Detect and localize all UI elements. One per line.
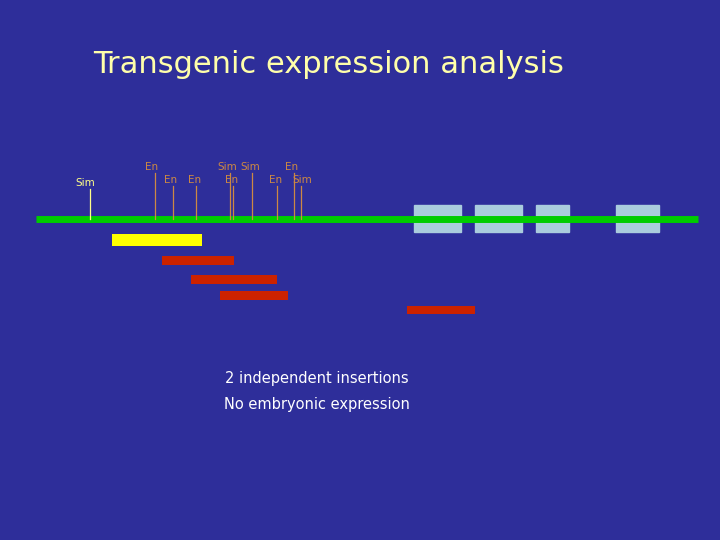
Text: 2 independent insertions: 2 independent insertions <box>225 370 409 386</box>
Bar <box>536 205 569 232</box>
Text: Sim: Sim <box>217 161 238 172</box>
Text: En: En <box>225 174 238 185</box>
Text: Sim: Sim <box>75 178 95 188</box>
Text: Transgenic expression analysis: Transgenic expression analysis <box>94 50 564 79</box>
Bar <box>616 205 659 232</box>
Bar <box>407 306 475 314</box>
Bar <box>220 291 288 300</box>
Text: En: En <box>285 161 298 172</box>
Text: No embryonic expression: No embryonic expression <box>224 397 410 413</box>
Text: En: En <box>145 161 158 172</box>
Bar <box>191 275 277 284</box>
Bar <box>112 234 202 246</box>
Text: En: En <box>164 174 177 185</box>
Text: En: En <box>269 174 282 185</box>
Text: Sim: Sim <box>292 174 312 185</box>
Bar <box>475 205 522 232</box>
Text: En: En <box>188 174 201 185</box>
Text: Sim: Sim <box>240 161 261 172</box>
Bar <box>162 256 234 265</box>
Bar <box>414 205 461 232</box>
